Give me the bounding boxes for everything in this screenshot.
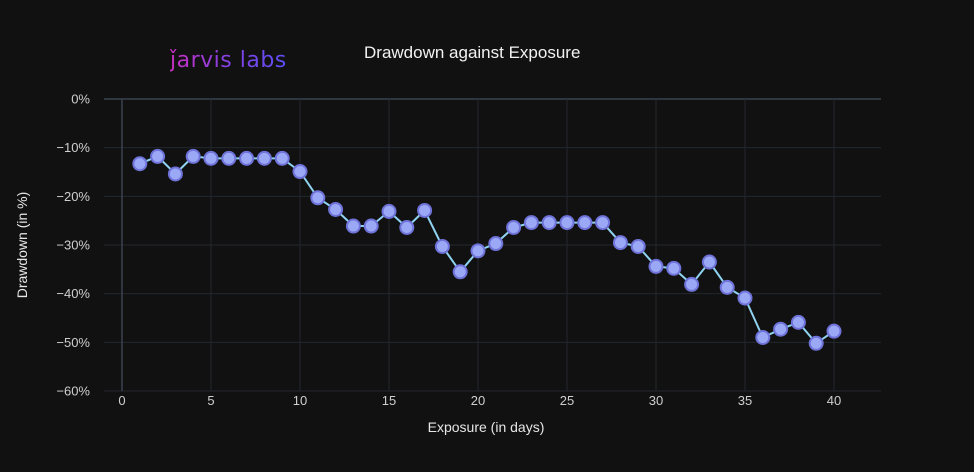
data-point[interactable] <box>150 148 166 164</box>
data-point[interactable] <box>239 150 255 166</box>
data-point[interactable] <box>167 166 183 182</box>
data-point[interactable] <box>470 243 486 259</box>
data-point[interactable] <box>488 236 504 252</box>
data-point[interactable] <box>773 321 789 337</box>
x-tick-label: 0 <box>118 393 125 408</box>
data-point[interactable] <box>808 335 824 351</box>
data-point[interactable] <box>595 215 611 231</box>
x-tick-label: 40 <box>827 393 841 408</box>
data-point[interactable] <box>185 148 201 164</box>
brand-logo-text: ǰarvis labs <box>170 48 287 73</box>
data-point[interactable] <box>132 156 148 172</box>
data-point[interactable] <box>328 201 344 217</box>
y-tick-label: −20% <box>56 189 90 204</box>
data-point[interactable] <box>221 150 237 166</box>
y-axis-title: Drawdown (in %) <box>14 192 30 299</box>
x-tick-label: 5 <box>207 393 214 408</box>
brand-logo: ǰarvis labs <box>170 46 287 76</box>
data-point[interactable] <box>577 215 593 231</box>
x-tick-label: 15 <box>382 393 396 408</box>
data-point[interactable] <box>274 150 290 166</box>
data-point[interactable] <box>701 254 717 270</box>
y-tick-label: −50% <box>56 335 90 350</box>
data-point[interactable] <box>417 202 433 218</box>
data-point[interactable] <box>310 190 326 206</box>
data-point[interactable] <box>256 150 272 166</box>
data-point[interactable] <box>381 203 397 219</box>
x-tick-label: 30 <box>649 393 663 408</box>
y-tick-label: 0% <box>71 92 90 107</box>
data-point[interactable] <box>559 215 575 231</box>
x-tick-label: 10 <box>293 393 307 408</box>
data-point[interactable] <box>719 279 735 295</box>
data-point[interactable] <box>363 218 379 234</box>
data-point[interactable] <box>434 238 450 254</box>
data-point[interactable] <box>755 329 771 345</box>
chart-title: Drawdown against Exposure <box>364 43 581 62</box>
data-point[interactable] <box>648 258 664 274</box>
series-line <box>139 155 835 345</box>
data-point[interactable] <box>452 264 468 280</box>
data-point[interactable] <box>826 323 842 339</box>
x-tick-label: 25 <box>560 393 574 408</box>
data-point[interactable] <box>203 150 219 166</box>
y-tick-label: −40% <box>56 286 90 301</box>
data-point[interactable] <box>345 218 361 234</box>
x-tick-label: 35 <box>738 393 752 408</box>
data-point[interactable] <box>737 290 753 306</box>
data-point[interactable] <box>292 164 308 180</box>
data-point[interactable] <box>506 219 522 235</box>
data-points <box>132 148 842 351</box>
x-axis-title: Exposure (in days) <box>428 419 545 435</box>
data-point[interactable] <box>790 314 806 330</box>
y-tick-label: −60% <box>56 384 90 399</box>
data-point[interactable] <box>541 215 557 231</box>
data-point[interactable] <box>523 215 539 231</box>
grid-lines <box>104 98 881 392</box>
data-point[interactable] <box>630 238 646 254</box>
data-point[interactable] <box>612 235 628 251</box>
data-point[interactable] <box>684 276 700 292</box>
data-point[interactable] <box>666 260 682 276</box>
y-tick-label: −10% <box>56 140 90 155</box>
tick-labels: 0% −10% −20% −30% −40% −50% −60% 0 5 10 15 20 25 30 35… <box>56 92 841 409</box>
data-point[interactable] <box>399 219 415 235</box>
y-tick-label: −30% <box>56 238 90 253</box>
x-tick-label: 20 <box>471 393 485 408</box>
